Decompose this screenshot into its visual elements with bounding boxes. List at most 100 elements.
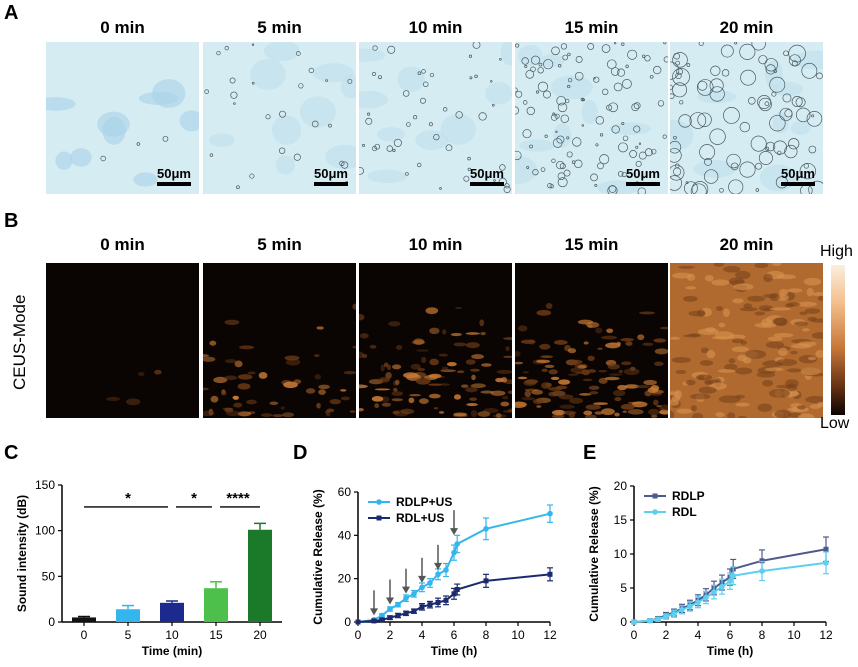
ceus-time-label: 20 min [719,235,774,254]
legend-label: RDLP+US [396,495,452,509]
data-point [547,510,553,517]
y-axis-label: Sound intensity (dB) [15,495,29,612]
data-point [655,616,661,623]
x-tick-label: 20 [253,628,267,642]
y-tick-label: 0 [620,615,627,629]
data-point [443,597,449,603]
panel-letter-a: A [4,2,19,24]
data-point [451,591,457,597]
x-axis-label: Time (min) [142,644,202,658]
ultrasound-arrow-head [418,575,426,583]
data-point [355,619,361,625]
y-tick-label: 15 [614,513,628,527]
chart-e-cumulative-release: 0 5 10 15 20 0 2 4 6 8 10 12 Time (h) Cumulative Rele… [587,479,833,658]
data-point [387,615,393,621]
micrograph-time-label: 20 min [719,18,774,37]
data-point [631,619,637,625]
data-point [379,617,385,623]
data-point [483,578,489,584]
x-tick-label: 6 [727,628,734,642]
y-tick-label: 100 [35,524,55,538]
colorbar [831,265,845,415]
scale-bar-line [157,182,191,186]
significance-marker: **** [226,490,250,507]
data-point [454,587,460,592]
data-point [411,608,417,614]
micrograph-image: 50μm [670,42,823,194]
ceus-image [203,263,356,418]
data-point [427,602,433,608]
panel-letter-e: E [583,442,597,464]
bar [204,588,228,622]
scale-bar-label: 50μm [314,166,348,181]
x-tick-label: 12 [819,628,833,642]
ceus-image [670,263,823,418]
x-tick-label: 6 [451,628,458,642]
bar [160,602,184,622]
significance-marker: * [191,490,197,507]
bar [72,617,96,622]
chart-c-sound-intensity: 0 50 100 150 Time (min) Sound intensity (dB) 0… [15,478,282,658]
ceus-image [46,263,199,418]
ceus-time-label: 10 min [408,235,463,254]
scale-bar-label: 50μm [157,166,191,181]
data-point [395,613,401,618]
ceus-image [515,263,668,418]
scale-bar-label: 50μm [781,166,815,181]
x-tick-label: 10 [165,628,179,642]
scale-bar-line [626,182,660,186]
y-tick-label: 150 [35,478,55,492]
x-tick-label: 8 [483,628,490,642]
data-point [371,618,377,624]
y-tick-label: 50 [42,569,56,583]
ceus-image [359,263,512,418]
ultrasound-arrow-head [386,597,394,605]
y-tick-label: 0 [344,615,351,629]
ceus-time-label: 5 min [257,235,302,254]
legend-label: RDL [672,505,697,519]
y-tick-label: 20 [338,572,352,586]
scale-bar: 50μm [781,166,815,186]
micrograph-time-label: 10 min [408,18,463,37]
ceus-mode-label: CEUS-Mode [10,294,29,390]
panel-letter-b: B [4,210,19,232]
scale-bar-line [781,182,815,186]
ceus-time-label: 15 min [564,235,619,254]
colorbar-low-label: Low [820,415,850,432]
micrograph-time-label: 0 min [100,18,145,37]
y-axis-label: Cumulative Release (%) [311,489,325,624]
data-point [719,583,725,590]
legend-label: RDL+US [396,511,444,525]
ultrasound-arrow-head [370,608,378,616]
data-point [387,606,393,612]
scale-bar: 50μm [470,166,504,186]
x-tick-label: 12 [543,628,557,642]
data-point [451,549,457,556]
scale-bar-label: 50μm [626,166,660,181]
x-axis-label: Time (h) [707,644,753,658]
scale-bar-label: 50μm [470,166,504,181]
scale-bar-line [470,182,504,186]
y-tick-label: 0 [48,615,55,629]
y-tick-label: 10 [614,547,628,561]
data-point [823,560,829,566]
panel-letter-d: D [293,442,308,464]
x-tick-label: 0 [81,628,88,642]
ultrasound-arrow-head [450,528,458,536]
data-point [435,600,441,605]
chart-d-cumulative-release: 0 20 40 60 0 2 4 6 8 10 12 Time (h) Cumulative Relea… [311,485,557,658]
data-point [547,571,553,577]
data-point [679,606,685,613]
data-point [454,541,460,547]
data-point [403,595,409,601]
y-tick-label: 40 [338,528,352,542]
micrograph-image: 50μm [203,42,356,194]
data-point [411,591,417,597]
x-tick-label: 15 [209,628,223,642]
scale-bar: 50μm [314,166,348,186]
data-point [419,604,425,610]
x-tick-label: 10 [787,628,801,642]
x-axis-label: Time (h) [431,644,477,658]
x-tick-label: 2 [387,628,394,642]
data-point [759,568,765,574]
